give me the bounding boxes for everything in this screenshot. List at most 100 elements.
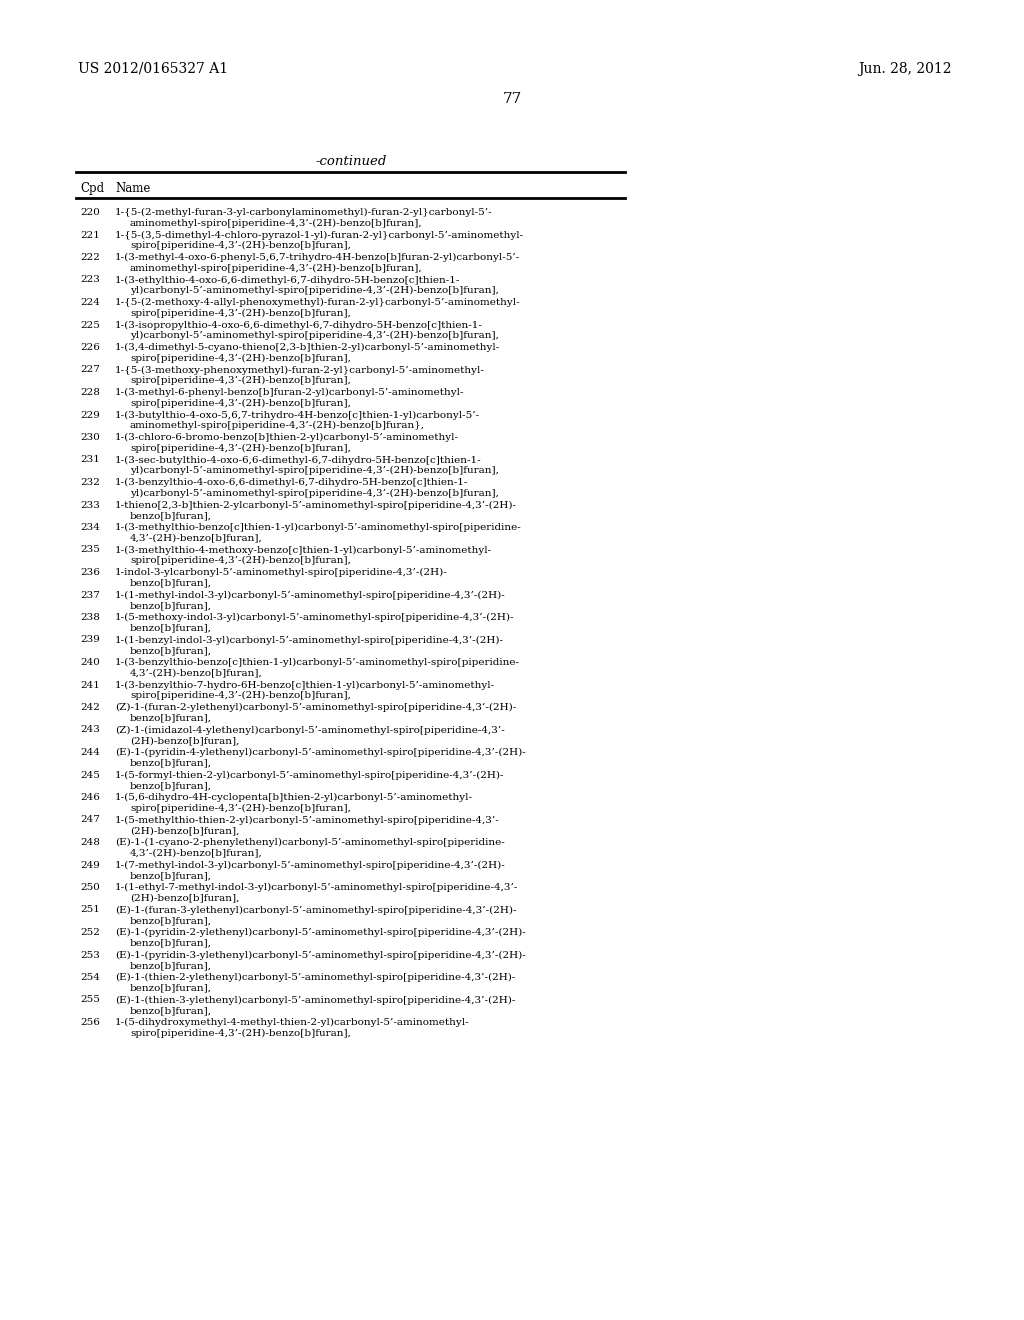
Text: 1-thieno[2,3-b]thien-2-ylcarbonyl-5’-aminomethyl-spiro[piperidine-4,3’-(2H)-: 1-thieno[2,3-b]thien-2-ylcarbonyl-5’-ami…	[115, 500, 517, 510]
Text: benzo[b]furan],: benzo[b]furan],	[130, 961, 212, 970]
Text: 1-(3-benzylthio-4-oxo-6,6-dimethyl-6,7-dihydro-5H-benzo[c]thien-1-: 1-(3-benzylthio-4-oxo-6,6-dimethyl-6,7-d…	[115, 478, 468, 487]
Text: aminomethyl-spiro[piperidine-4,3’-(2H)-benzo[b]furan},: aminomethyl-spiro[piperidine-4,3’-(2H)-b…	[130, 421, 425, 430]
Text: 234: 234	[80, 523, 100, 532]
Text: 220: 220	[80, 209, 100, 216]
Text: (E)-1-(pyridin-4-ylethenyl)carbonyl-5’-aminomethyl-spiro[piperidine-4,3’-(2H)-: (E)-1-(pyridin-4-ylethenyl)carbonyl-5’-a…	[115, 748, 525, 758]
Text: 251: 251	[80, 906, 100, 915]
Text: benzo[b]furan],: benzo[b]furan],	[130, 983, 212, 993]
Text: 1-(5,6-dihydro-4H-cyclopenta[b]thien-2-yl)carbonyl-5’-aminomethyl-: 1-(5,6-dihydro-4H-cyclopenta[b]thien-2-y…	[115, 793, 473, 803]
Text: 247: 247	[80, 816, 100, 825]
Text: spiro[piperidine-4,3’-(2H)-benzo[b]furan],: spiro[piperidine-4,3’-(2H)-benzo[b]furan…	[130, 1028, 351, 1038]
Text: 1-(5-dihydroxymethyl-4-methyl-thien-2-yl)carbonyl-5’-aminomethyl-: 1-(5-dihydroxymethyl-4-methyl-thien-2-yl…	[115, 1018, 470, 1027]
Text: 222: 222	[80, 253, 100, 261]
Text: benzo[b]furan],: benzo[b]furan],	[130, 1006, 212, 1015]
Text: US 2012/0165327 A1: US 2012/0165327 A1	[78, 62, 228, 77]
Text: 250: 250	[80, 883, 100, 892]
Text: 226: 226	[80, 343, 100, 352]
Text: (E)-1-(furan-3-ylethenyl)carbonyl-5’-aminomethyl-spiro[piperidine-4,3’-(2H)-: (E)-1-(furan-3-ylethenyl)carbonyl-5’-ami…	[115, 906, 516, 915]
Text: 229: 229	[80, 411, 100, 420]
Text: spiro[piperidine-4,3’-(2H)-benzo[b]furan],: spiro[piperidine-4,3’-(2H)-benzo[b]furan…	[130, 376, 351, 385]
Text: 1-(3-methylthio-4-methoxy-benzo[c]thien-1-yl)carbonyl-5’-aminomethyl-: 1-(3-methylthio-4-methoxy-benzo[c]thien-…	[115, 545, 493, 554]
Text: (E)-1-(thien-2-ylethenyl)carbonyl-5’-aminomethyl-spiro[piperidine-4,3’-(2H)-: (E)-1-(thien-2-ylethenyl)carbonyl-5’-ami…	[115, 973, 515, 982]
Text: (2H)-benzo[b]furan],: (2H)-benzo[b]furan],	[130, 737, 240, 744]
Text: 255: 255	[80, 995, 100, 1005]
Text: yl)carbonyl-5’-aminomethyl-spiro[piperidine-4,3’-(2H)-benzo[b]furan],: yl)carbonyl-5’-aminomethyl-spiro[piperid…	[130, 466, 499, 475]
Text: (E)-1-(pyridin-2-ylethenyl)carbonyl-5’-aminomethyl-spiro[piperidine-4,3’-(2H)-: (E)-1-(pyridin-2-ylethenyl)carbonyl-5’-a…	[115, 928, 525, 937]
Text: 1-(5-formyl-thien-2-yl)carbonyl-5’-aminomethyl-spiro[piperidine-4,3’-(2H)-: 1-(5-formyl-thien-2-yl)carbonyl-5’-amino…	[115, 771, 505, 780]
Text: (2H)-benzo[b]furan],: (2H)-benzo[b]furan],	[130, 826, 240, 836]
Text: Jun. 28, 2012: Jun. 28, 2012	[858, 62, 952, 77]
Text: 1-(3-isopropylthio-4-oxo-6,6-dimethyl-6,7-dihydro-5H-benzo[c]thien-1-: 1-(3-isopropylthio-4-oxo-6,6-dimethyl-6,…	[115, 321, 483, 330]
Text: (E)-1-(thien-3-ylethenyl)carbonyl-5’-aminomethyl-spiro[piperidine-4,3’-(2H)-: (E)-1-(thien-3-ylethenyl)carbonyl-5’-ami…	[115, 995, 515, 1005]
Text: 1-(3-methyl-6-phenyl-benzo[b]furan-2-yl)carbonyl-5’-aminomethyl-: 1-(3-methyl-6-phenyl-benzo[b]furan-2-yl)…	[115, 388, 465, 397]
Text: 4,3’-(2H)-benzo[b]furan],: 4,3’-(2H)-benzo[b]furan],	[130, 849, 263, 858]
Text: 4,3’-(2H)-benzo[b]furan],: 4,3’-(2H)-benzo[b]furan],	[130, 533, 263, 543]
Text: benzo[b]furan],: benzo[b]furan],	[130, 871, 212, 880]
Text: 246: 246	[80, 793, 100, 803]
Text: yl)carbonyl-5’-aminomethyl-spiro[piperidine-4,3’-(2H)-benzo[b]furan],: yl)carbonyl-5’-aminomethyl-spiro[piperid…	[130, 331, 499, 341]
Text: 1-{5-(2-methoxy-4-allyl-phenoxymethyl)-furan-2-yl}carbonyl-5’-aminomethyl-: 1-{5-(2-methoxy-4-allyl-phenoxymethyl)-f…	[115, 298, 520, 308]
Text: 1-(3-benzylthio-7-hydro-6H-benzo[c]thien-1-yl)carbonyl-5’-aminomethyl-: 1-(3-benzylthio-7-hydro-6H-benzo[c]thien…	[115, 681, 496, 689]
Text: 1-(7-methyl-indol-3-yl)carbonyl-5’-aminomethyl-spiro[piperidine-4,3’-(2H)-: 1-(7-methyl-indol-3-yl)carbonyl-5’-amino…	[115, 861, 506, 870]
Text: 227: 227	[80, 366, 100, 375]
Text: 224: 224	[80, 298, 100, 308]
Text: 233: 233	[80, 500, 100, 510]
Text: spiro[piperidine-4,3’-(2H)-benzo[b]furan],: spiro[piperidine-4,3’-(2H)-benzo[b]furan…	[130, 444, 351, 453]
Text: 1-(3-benzylthio-benzo[c]thien-1-yl)carbonyl-5’-aminomethyl-spiro[piperidine-: 1-(3-benzylthio-benzo[c]thien-1-yl)carbo…	[115, 657, 520, 667]
Text: 1-(3-methylthio-benzo[c]thien-1-yl)carbonyl-5’-aminomethyl-spiro[piperidine-: 1-(3-methylthio-benzo[c]thien-1-yl)carbo…	[115, 523, 522, 532]
Text: 238: 238	[80, 612, 100, 622]
Text: benzo[b]furan],: benzo[b]furan],	[130, 759, 212, 767]
Text: 1-(3-chloro-6-bromo-benzo[b]thien-2-yl)carbonyl-5’-aminomethyl-: 1-(3-chloro-6-bromo-benzo[b]thien-2-yl)c…	[115, 433, 459, 442]
Text: benzo[b]furan],: benzo[b]furan],	[130, 916, 212, 925]
Text: 1-{5-(3-methoxy-phenoxymethyl)-furan-2-yl}carbonyl-5’-aminomethyl-: 1-{5-(3-methoxy-phenoxymethyl)-furan-2-y…	[115, 366, 485, 375]
Text: 239: 239	[80, 635, 100, 644]
Text: 1-(1-ethyl-7-methyl-indol-3-yl)carbonyl-5’-aminomethyl-spiro[piperidine-4,3’-: 1-(1-ethyl-7-methyl-indol-3-yl)carbonyl-…	[115, 883, 518, 892]
Text: 231: 231	[80, 455, 100, 465]
Text: benzo[b]furan],: benzo[b]furan],	[130, 781, 212, 789]
Text: 1-(5-methoxy-indol-3-yl)carbonyl-5’-aminomethyl-spiro[piperidine-4,3’-(2H)-: 1-(5-methoxy-indol-3-yl)carbonyl-5’-amin…	[115, 612, 514, 622]
Text: 221: 221	[80, 231, 100, 239]
Text: 242: 242	[80, 704, 100, 711]
Text: benzo[b]furan],: benzo[b]furan],	[130, 578, 212, 587]
Text: 253: 253	[80, 950, 100, 960]
Text: 1-(3-ethylthio-4-oxo-6,6-dimethyl-6,7-dihydro-5H-benzo[c]thien-1-: 1-(3-ethylthio-4-oxo-6,6-dimethyl-6,7-di…	[115, 276, 461, 285]
Text: 235: 235	[80, 545, 100, 554]
Text: 245: 245	[80, 771, 100, 780]
Text: yl)carbonyl-5’-aminomethyl-spiro[piperidine-4,3’-(2H)-benzo[b]furan],: yl)carbonyl-5’-aminomethyl-spiro[piperid…	[130, 488, 499, 498]
Text: (E)-1-(1-cyano-2-phenylethenyl)carbonyl-5’-aminomethyl-spiro[piperidine-: (E)-1-(1-cyano-2-phenylethenyl)carbonyl-…	[115, 838, 505, 847]
Text: 1-(1-benzyl-indol-3-yl)carbonyl-5’-aminomethyl-spiro[piperidine-4,3’-(2H)-: 1-(1-benzyl-indol-3-yl)carbonyl-5’-amino…	[115, 635, 504, 644]
Text: benzo[b]furan],: benzo[b]furan],	[130, 939, 212, 948]
Text: 230: 230	[80, 433, 100, 442]
Text: 237: 237	[80, 590, 100, 599]
Text: benzo[b]furan],: benzo[b]furan],	[130, 623, 212, 632]
Text: 1-(3,4-dimethyl-5-cyano-thieno[2,3-b]thien-2-yl)carbonyl-5’-aminomethyl-: 1-(3,4-dimethyl-5-cyano-thieno[2,3-b]thi…	[115, 343, 501, 352]
Text: benzo[b]furan],: benzo[b]furan],	[130, 714, 212, 722]
Text: benzo[b]furan],: benzo[b]furan],	[130, 645, 212, 655]
Text: 248: 248	[80, 838, 100, 847]
Text: 1-(3-methyl-4-oxo-6-phenyl-5,6,7-trihydro-4H-benzo[b]furan-2-yl)carbonyl-5’-: 1-(3-methyl-4-oxo-6-phenyl-5,6,7-trihydr…	[115, 253, 520, 263]
Text: 1-{5-(3,5-dimethyl-4-chloro-pyrazol-1-yl)-furan-2-yl}carbonyl-5’-aminomethyl-: 1-{5-(3,5-dimethyl-4-chloro-pyrazol-1-yl…	[115, 231, 524, 240]
Text: spiro[piperidine-4,3’-(2H)-benzo[b]furan],: spiro[piperidine-4,3’-(2H)-benzo[b]furan…	[130, 309, 351, 318]
Text: aminomethyl-spiro[piperidine-4,3’-(2H)-benzo[b]furan],: aminomethyl-spiro[piperidine-4,3’-(2H)-b…	[130, 264, 423, 273]
Text: spiro[piperidine-4,3’-(2H)-benzo[b]furan],: spiro[piperidine-4,3’-(2H)-benzo[b]furan…	[130, 690, 351, 700]
Text: 1-indol-3-ylcarbonyl-5’-aminomethyl-spiro[piperidine-4,3’-(2H)-: 1-indol-3-ylcarbonyl-5’-aminomethyl-spir…	[115, 568, 447, 577]
Text: benzo[b]furan],: benzo[b]furan],	[130, 511, 212, 520]
Text: 225: 225	[80, 321, 100, 330]
Text: (Z)-1-(furan-2-ylethenyl)carbonyl-5’-aminomethyl-spiro[piperidine-4,3’-(2H)-: (Z)-1-(furan-2-ylethenyl)carbonyl-5’-ami…	[115, 704, 516, 711]
Text: (E)-1-(pyridin-3-ylethenyl)carbonyl-5’-aminomethyl-spiro[piperidine-4,3’-(2H)-: (E)-1-(pyridin-3-ylethenyl)carbonyl-5’-a…	[115, 950, 525, 960]
Text: 243: 243	[80, 726, 100, 734]
Text: Name: Name	[115, 182, 151, 195]
Text: aminomethyl-spiro[piperidine-4,3’-(2H)-benzo[b]furan],: aminomethyl-spiro[piperidine-4,3’-(2H)-b…	[130, 219, 423, 227]
Text: 1-{5-(2-methyl-furan-3-yl-carbonylaminomethyl)-furan-2-yl}carbonyl-5’-: 1-{5-(2-methyl-furan-3-yl-carbonylaminom…	[115, 209, 493, 216]
Text: 252: 252	[80, 928, 100, 937]
Text: 249: 249	[80, 861, 100, 870]
Text: 223: 223	[80, 276, 100, 285]
Text: yl)carbonyl-5’-aminomethyl-spiro[piperidine-4,3’-(2H)-benzo[b]furan],: yl)carbonyl-5’-aminomethyl-spiro[piperid…	[130, 286, 499, 296]
Text: spiro[piperidine-4,3’-(2H)-benzo[b]furan],: spiro[piperidine-4,3’-(2H)-benzo[b]furan…	[130, 804, 351, 813]
Text: 232: 232	[80, 478, 100, 487]
Text: 77: 77	[503, 92, 521, 106]
Text: 256: 256	[80, 1018, 100, 1027]
Text: -continued: -continued	[315, 154, 387, 168]
Text: spiro[piperidine-4,3’-(2H)-benzo[b]furan],: spiro[piperidine-4,3’-(2H)-benzo[b]furan…	[130, 354, 351, 363]
Text: 228: 228	[80, 388, 100, 397]
